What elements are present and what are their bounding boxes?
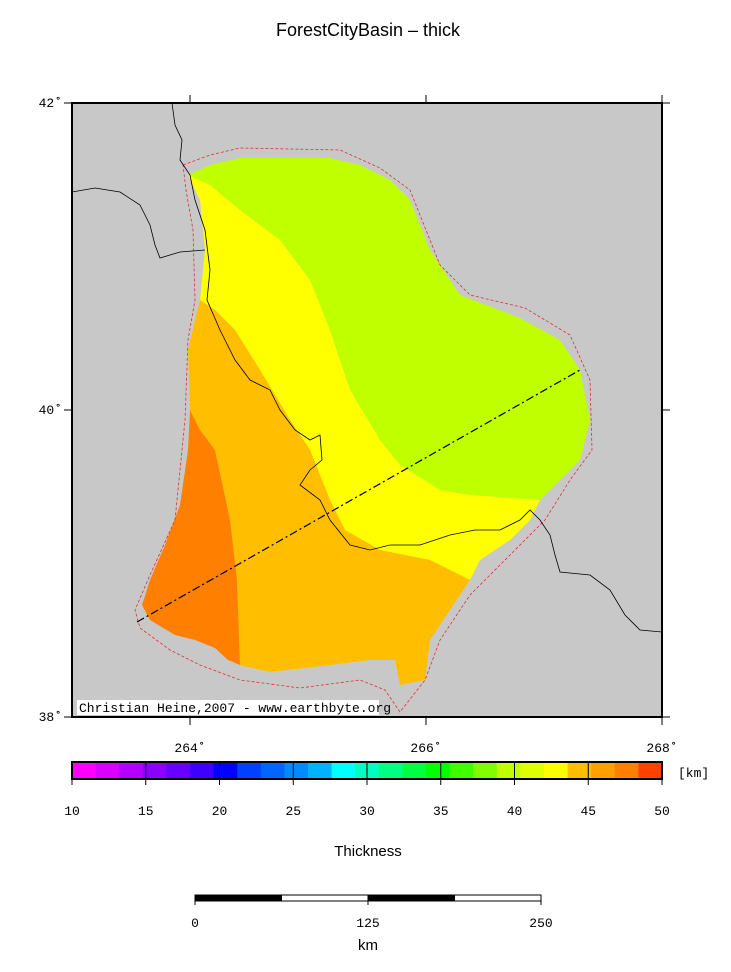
colorbar-tick-label: 45	[580, 804, 596, 819]
lon-label: 268˚	[646, 741, 677, 756]
credit: Christian Heine,2007 - www.earthbyte.org	[79, 701, 391, 716]
colorbar-swatch	[449, 762, 474, 779]
colorbar-swatch	[119, 762, 144, 779]
lon-label: 266˚	[410, 741, 441, 756]
colorbar-tick-label: 50	[654, 804, 670, 819]
scale-segment	[367, 894, 455, 902]
state-border	[171, 102, 663, 633]
colorbar-unit: [km]	[678, 766, 709, 781]
scale-tick-label: 125	[356, 916, 379, 931]
colorbar-swatch	[95, 762, 120, 779]
colorbar-swatch	[166, 762, 191, 779]
colorbar-swatch	[72, 762, 97, 779]
colorbar-swatch	[213, 762, 238, 779]
colorbar-swatch	[496, 762, 521, 779]
colorbar-tick-label: 15	[138, 804, 154, 819]
colorbar-swatch	[614, 762, 639, 779]
colorbar-swatch	[378, 762, 403, 779]
scale-tick-label: 250	[529, 916, 552, 931]
scale-unit: km	[358, 937, 378, 954]
lat-label: 42˚	[39, 96, 62, 111]
colorbar-swatch	[308, 762, 333, 779]
title: ForestCityBasin – thick	[276, 20, 461, 40]
colorbar-swatch	[520, 762, 545, 779]
thickness-region	[188, 158, 590, 500]
scale-bar: km 0 125 250	[191, 894, 553, 954]
colorbar-swatch	[284, 762, 309, 779]
colorbar-tick-label: 30	[359, 804, 375, 819]
thickness-region	[188, 300, 470, 685]
colorbar-swatch	[402, 762, 427, 779]
state-border	[71, 187, 206, 259]
lat-label: 38˚	[39, 710, 62, 725]
colorbar-swatch	[591, 762, 616, 779]
lat-label: 40˚	[39, 403, 62, 418]
profile-line	[136, 369, 581, 623]
map: Christian Heine,2007 - www.earthbyte.org	[71, 102, 663, 718]
scale-segment	[281, 894, 369, 902]
colorbar-tick-label: 35	[433, 804, 449, 819]
colorbar-swatch	[331, 762, 356, 779]
scale-segment	[454, 894, 542, 902]
scale-tick-label: 0	[191, 916, 199, 931]
colorbar-tick-label: 10	[64, 804, 80, 819]
colorbar-swatch	[190, 762, 215, 779]
thickness-region	[188, 175, 540, 580]
colorbar-swatch	[142, 762, 167, 779]
colorbar: [km] Thickness 10 15 20 25 30 35 40 45 50	[64, 761, 709, 860]
colorbar-swatch	[544, 762, 569, 779]
credit-box	[77, 700, 379, 715]
colorbar-swatch	[473, 762, 498, 779]
lon-label: 264˚	[174, 741, 205, 756]
colorbar-tick-label: 20	[212, 804, 228, 819]
scale-segment	[194, 894, 282, 902]
colorbar-tick-label: 40	[507, 804, 523, 819]
colorbar-swatch	[426, 762, 451, 779]
colorbar-label: Thickness	[334, 843, 402, 860]
colorbar-tick-label: 25	[285, 804, 301, 819]
colorbar-swatch	[237, 762, 262, 779]
colorbar-swatch	[567, 762, 592, 779]
thickness-region	[142, 410, 240, 665]
colorbar-swatch	[638, 762, 663, 779]
colorbar-swatch	[260, 762, 285, 779]
